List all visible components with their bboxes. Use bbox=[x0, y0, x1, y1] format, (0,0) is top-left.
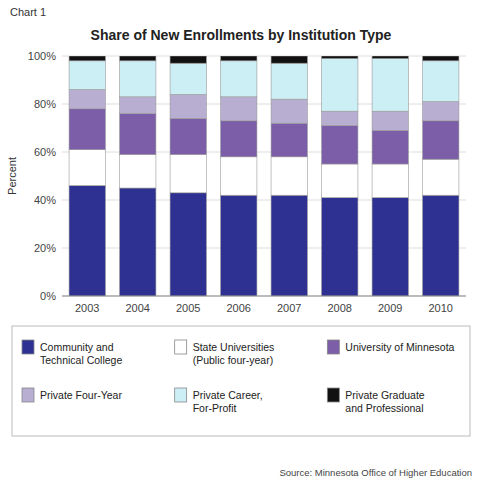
bar bbox=[221, 61, 257, 97]
bar bbox=[322, 126, 358, 164]
bar bbox=[423, 195, 459, 296]
bar bbox=[423, 102, 459, 121]
text-line: Private Career, bbox=[193, 389, 263, 401]
grid-line bbox=[62, 296, 466, 297]
text-line: Community and bbox=[40, 341, 114, 353]
bar bbox=[221, 56, 257, 61]
legend-label: Private Four-Year bbox=[40, 389, 122, 401]
bar bbox=[372, 111, 408, 130]
chart-label: Chart 1 bbox=[10, 6, 46, 18]
bar bbox=[170, 193, 206, 296]
bar bbox=[322, 198, 358, 296]
bar bbox=[170, 94, 206, 118]
bar bbox=[271, 195, 307, 296]
source: Source: Minnesota Office of Higher Educa… bbox=[279, 467, 472, 478]
legend-label: Private Career,For-Profit bbox=[193, 389, 263, 414]
bar bbox=[322, 58, 358, 111]
x-tick-label: 2009 bbox=[378, 302, 402, 314]
legend-swatch bbox=[22, 340, 34, 354]
bar bbox=[271, 123, 307, 157]
bar bbox=[423, 56, 459, 61]
bar bbox=[120, 56, 156, 61]
y-tick-label: 80% bbox=[34, 98, 56, 110]
bars bbox=[69, 56, 459, 296]
bar bbox=[120, 114, 156, 155]
y-tick-label: 40% bbox=[34, 194, 56, 206]
bar bbox=[271, 56, 307, 63]
bar bbox=[423, 159, 459, 195]
chart: Chart 1 Source: Minnesota Office of Highe… bbox=[0, 0, 482, 484]
bar bbox=[69, 56, 105, 61]
bar bbox=[322, 164, 358, 198]
bar bbox=[69, 109, 105, 150]
bar bbox=[170, 56, 206, 63]
text-line: University of Minnesota bbox=[345, 341, 454, 353]
bar bbox=[372, 130, 408, 164]
y-tick-label: 0% bbox=[40, 290, 56, 302]
legend-label: Private Graduateand Professional bbox=[345, 389, 425, 414]
bar bbox=[120, 61, 156, 97]
bar bbox=[372, 56, 408, 58]
legend-swatch bbox=[22, 388, 34, 402]
y-tick-label: 100% bbox=[28, 50, 56, 62]
legend-swatch bbox=[327, 340, 339, 354]
text-line: Private Four-Year bbox=[40, 389, 122, 401]
y-tick-label: 20% bbox=[34, 242, 56, 254]
x-tick-label: 2003 bbox=[75, 302, 99, 314]
legend-label: Community andTechnical College bbox=[40, 341, 122, 366]
title: Share of New Enrollments by Institution … bbox=[91, 27, 392, 43]
bar bbox=[372, 58, 408, 111]
bar bbox=[221, 97, 257, 121]
bar bbox=[170, 118, 206, 154]
legend-swatch bbox=[175, 340, 187, 354]
bar bbox=[372, 164, 408, 198]
bar bbox=[170, 154, 206, 192]
text-line: Private Graduate bbox=[345, 389, 425, 401]
bar bbox=[372, 198, 408, 296]
text-line: Technical College bbox=[40, 354, 122, 366]
text-line: (Public four-year) bbox=[193, 354, 274, 366]
x-tick-label: 2005 bbox=[176, 302, 200, 314]
bar bbox=[271, 63, 307, 99]
bar bbox=[120, 97, 156, 114]
bar bbox=[69, 61, 105, 90]
legend-label: State Universities(Public four-year) bbox=[193, 341, 275, 366]
x-tick-label: 2004 bbox=[126, 302, 150, 314]
text-line: and Professional bbox=[345, 402, 423, 414]
bar bbox=[69, 186, 105, 296]
bar bbox=[322, 111, 358, 125]
x-tick-label: 2008 bbox=[328, 302, 352, 314]
bar bbox=[170, 63, 206, 94]
y-axis-label: Percent bbox=[6, 157, 18, 195]
legend-swatch bbox=[175, 388, 187, 402]
x-tick-label: 2007 bbox=[277, 302, 301, 314]
x-tick-label: 2010 bbox=[429, 302, 453, 314]
bar bbox=[69, 90, 105, 109]
bar bbox=[221, 195, 257, 296]
bar bbox=[322, 56, 358, 58]
text-line: For-Profit bbox=[193, 402, 237, 414]
y-tick-label: 60% bbox=[34, 146, 56, 158]
x-tick-label: 2006 bbox=[227, 302, 251, 314]
bar bbox=[423, 121, 459, 159]
bar bbox=[221, 121, 257, 157]
bar bbox=[120, 188, 156, 296]
bar bbox=[120, 154, 156, 188]
x-axis-line bbox=[62, 296, 466, 297]
bar bbox=[423, 61, 459, 102]
bar bbox=[221, 157, 257, 195]
legend-frame bbox=[12, 326, 470, 436]
text-line: State Universities bbox=[193, 341, 275, 353]
legend-swatch bbox=[327, 388, 339, 402]
legend-label: University of Minnesota bbox=[345, 341, 454, 353]
bar bbox=[271, 157, 307, 195]
bar bbox=[271, 99, 307, 123]
bar bbox=[69, 150, 105, 186]
